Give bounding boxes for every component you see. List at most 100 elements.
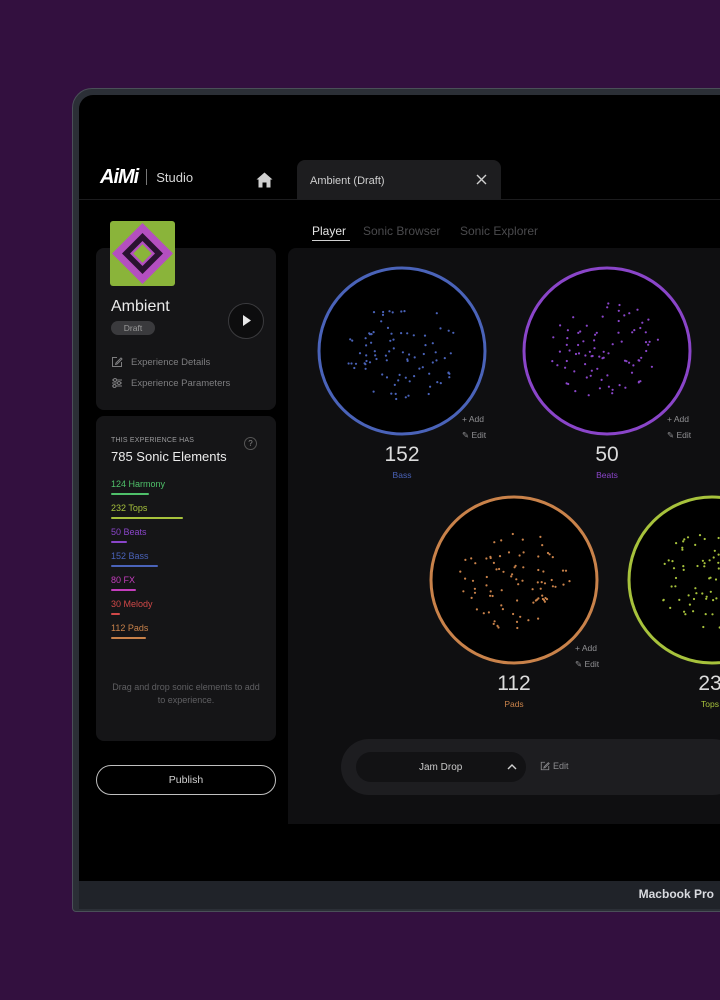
sonic-element-dot bbox=[561, 569, 565, 572]
tops-label: Tops bbox=[701, 699, 719, 709]
pads-edit-label: Edit bbox=[584, 659, 600, 669]
sonic-circle-tops[interactable] bbox=[627, 495, 720, 665]
sonic-element-dot bbox=[537, 617, 540, 620]
help-icon[interactable]: ? bbox=[244, 437, 257, 450]
bass-add-button[interactable]: + Add bbox=[462, 414, 484, 424]
sonic-element-dot bbox=[390, 332, 393, 335]
sonic-element-dot bbox=[606, 306, 609, 309]
sonic-element-dot bbox=[493, 541, 496, 544]
sonic-element-dot bbox=[641, 321, 644, 324]
sonic-element-dot bbox=[590, 369, 593, 372]
publish-button[interactable]: Publish bbox=[96, 765, 276, 795]
sonic-element-dot bbox=[703, 537, 706, 541]
sonic-element-dot bbox=[447, 371, 450, 374]
sonic-element-dot bbox=[491, 594, 494, 598]
drop-hint: Drag and drop sonic elements to add to e… bbox=[112, 682, 260, 705]
sonic-element-dot bbox=[708, 559, 711, 562]
sonic-element-dot bbox=[443, 357, 446, 360]
sonic-element-dot bbox=[500, 589, 503, 592]
sonic-element-dot bbox=[406, 358, 409, 361]
sonic-element-dot bbox=[427, 392, 430, 396]
sonic-element-dot bbox=[522, 566, 525, 569]
sonic-element-dot bbox=[681, 546, 684, 549]
sonic-element-dot bbox=[558, 350, 561, 353]
sonic-element-dot bbox=[618, 384, 621, 387]
sonic-element-dot bbox=[349, 338, 352, 341]
tab-player[interactable]: Player bbox=[312, 224, 347, 238]
experience-parameters-link[interactable]: Experience Parameters bbox=[111, 377, 230, 389]
sonic-element-dot bbox=[564, 366, 567, 369]
sonic-element-dot bbox=[617, 331, 620, 334]
tab-ambient-draft[interactable]: Ambient (Draft) bbox=[297, 160, 501, 200]
sonic-element-dot bbox=[701, 592, 704, 595]
sonic-element-dot bbox=[485, 557, 488, 560]
beats-edit-button[interactable]: ✎ Edit bbox=[667, 430, 692, 440]
bass-actions: + Add ✎ Edit bbox=[462, 411, 486, 443]
sonic-element-dot bbox=[539, 535, 542, 538]
circle-ring bbox=[317, 266, 487, 436]
close-icon[interactable] bbox=[476, 174, 487, 185]
sonic-element-dot bbox=[688, 603, 692, 606]
pads-add-button[interactable]: + Add bbox=[575, 643, 597, 653]
sonic-element-dot bbox=[412, 334, 415, 337]
bass-label: Bass bbox=[392, 470, 412, 480]
sonic-element-dot bbox=[717, 553, 720, 556]
sonic-element-dot bbox=[382, 310, 385, 314]
play-button[interactable] bbox=[228, 303, 264, 339]
sonic-element-dot bbox=[473, 587, 476, 590]
tab-sonic-browser[interactable]: Sonic Browser bbox=[363, 224, 441, 238]
sonic-element-dot bbox=[551, 585, 554, 588]
sonic-element-dot bbox=[620, 340, 623, 343]
sonic-element-dot bbox=[511, 532, 514, 536]
category-bar bbox=[111, 517, 183, 519]
experience-details-link[interactable]: Experience Details bbox=[111, 356, 210, 368]
app-logo[interactable]: AiMi Studio bbox=[100, 166, 193, 188]
sonic-element-dot bbox=[519, 615, 522, 618]
sonic-circle-pads[interactable] bbox=[429, 495, 599, 665]
sonic-element-dot bbox=[498, 567, 501, 571]
sonic-element-dot bbox=[543, 599, 546, 602]
sonic-element-dot bbox=[568, 349, 571, 352]
sonic-element-dot bbox=[601, 357, 604, 360]
jam-edit-button[interactable]: Edit bbox=[540, 761, 569, 771]
sonic-circle-beats[interactable] bbox=[522, 266, 692, 436]
sonic-element-dot bbox=[632, 364, 635, 367]
sonic-element-dot bbox=[684, 613, 687, 616]
sonic-element-dot bbox=[470, 557, 473, 560]
jam-select[interactable]: Jam Drop bbox=[356, 752, 526, 782]
sonic-element-dot bbox=[556, 364, 559, 367]
sonic-circle-bass[interactable] bbox=[317, 266, 487, 436]
sonic-element-dot bbox=[492, 561, 495, 564]
category-label: 112 Pads bbox=[111, 623, 149, 633]
sonic-element-dot bbox=[585, 324, 588, 327]
sonic-element-dot bbox=[354, 362, 358, 365]
sonic-element-dot bbox=[517, 583, 520, 586]
category-bar bbox=[111, 589, 136, 591]
category-label: 152 Bass bbox=[111, 551, 149, 561]
sonic-element-dot bbox=[489, 594, 492, 597]
sonic-element-dot bbox=[470, 596, 473, 599]
sonic-element-dot bbox=[473, 591, 477, 594]
sonic-element-dot bbox=[584, 363, 587, 366]
beats-add-button[interactable]: + Add bbox=[667, 414, 689, 424]
sonic-element-dot bbox=[633, 329, 636, 332]
home-icon[interactable] bbox=[256, 172, 273, 188]
sonic-element-dot bbox=[353, 366, 356, 370]
sonic-element-dot bbox=[577, 331, 580, 334]
bass-edit-button[interactable]: ✎ Edit bbox=[462, 430, 487, 440]
jam-edit-label: Edit bbox=[553, 761, 569, 771]
sonic-element-dot bbox=[531, 588, 534, 591]
sonic-element-dot bbox=[712, 599, 715, 602]
tab-sonic-explorer[interactable]: Sonic Explorer bbox=[460, 224, 539, 238]
sonic-element-dot bbox=[593, 339, 596, 342]
sonic-element-dot bbox=[515, 620, 519, 624]
sonic-element-dot bbox=[413, 375, 416, 378]
sonic-element-dot bbox=[489, 555, 492, 558]
sonic-element-dot bbox=[564, 569, 568, 572]
sonic-elements-card bbox=[96, 416, 276, 741]
pads-edit-button[interactable]: ✎ Edit bbox=[575, 659, 600, 669]
sonic-element-dot bbox=[511, 573, 514, 576]
sonic-element-dot bbox=[562, 583, 565, 586]
sonic-element-dot bbox=[452, 331, 455, 334]
category-bar bbox=[111, 637, 146, 639]
